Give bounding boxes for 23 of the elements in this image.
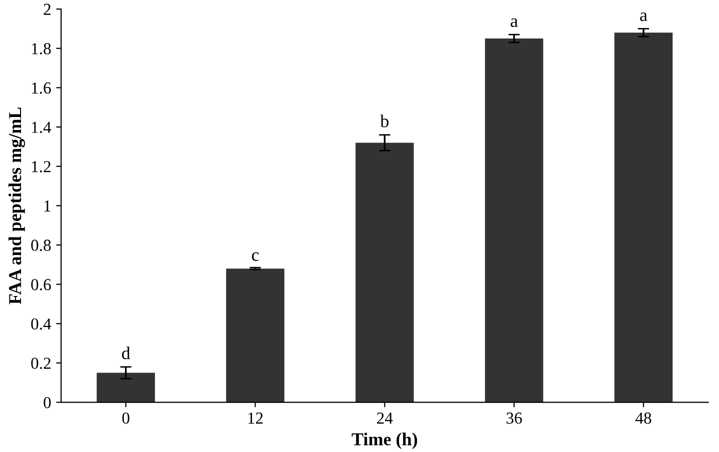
- annotation: d: [122, 346, 130, 360]
- annotation: a: [640, 12, 648, 22]
- y-tick-label: 1.8: [32, 43, 51, 54]
- x-tick-label: 48: [635, 412, 652, 424]
- y-tick-label: 0.6: [31, 279, 51, 290]
- annotation: a: [510, 18, 518, 27]
- y-tick-label: 0.2: [31, 358, 50, 369]
- y-tick-label: 2: [44, 4, 50, 15]
- y-tick-label: 1.4: [32, 122, 52, 134]
- y-axis-title: FAA and peptides mg/mL: [8, 108, 26, 304]
- y-tick-label: 0: [44, 396, 51, 408]
- y-tick-label: 0.4: [31, 318, 52, 330]
- annotation: b: [380, 114, 388, 128]
- y-tick-label: 1.2: [32, 161, 50, 172]
- x-tick-label: 0: [122, 412, 130, 424]
- y-tick-label: 1.6: [32, 82, 51, 94]
- x-tick-label: 12: [248, 412, 263, 424]
- x-axis-title: Time (h): [352, 432, 418, 450]
- annotation: c: [252, 252, 259, 261]
- x-tick-label: 24: [377, 412, 393, 424]
- y-tick-label: 0.8: [31, 240, 51, 252]
- x-tick-label: 36: [506, 412, 522, 424]
- y-tick-label: 1: [44, 200, 50, 212]
